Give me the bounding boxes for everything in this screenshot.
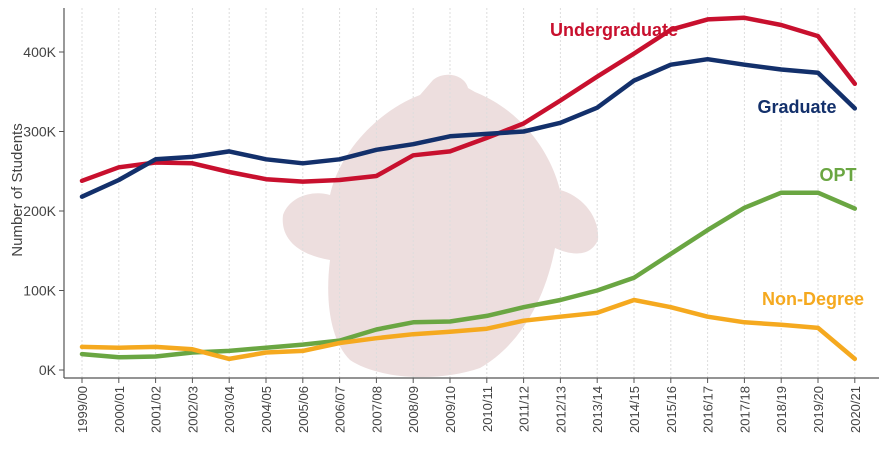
x-tick-label: 2008/09 xyxy=(406,386,421,433)
y-tick-label: 300K xyxy=(23,124,56,140)
series-label-undergraduate: Undergraduate xyxy=(550,20,678,40)
mascot-silhouette xyxy=(282,74,599,378)
series-lines xyxy=(79,15,858,362)
series-label-non-degree: Non-Degree xyxy=(762,289,864,309)
x-tick-label: 2013/14 xyxy=(590,386,605,433)
x-tick-label: 2005/06 xyxy=(296,386,311,433)
x-tick-label: 2017/18 xyxy=(737,386,752,433)
x-tick-label: 2009/10 xyxy=(443,386,458,433)
mascot-watermark xyxy=(282,74,599,378)
axes xyxy=(63,8,879,379)
series-label-opt: OPT xyxy=(819,165,856,185)
x-tick-label: 2015/16 xyxy=(664,386,679,433)
x-tick-label: 2019/20 xyxy=(811,386,826,433)
x-tick-label: 2020/21 xyxy=(848,386,863,433)
x-tick-labels: 1999/00 2000/01 2001/02 2002/03 2003/04 2004/… xyxy=(75,378,863,433)
series-line-graduate xyxy=(79,56,858,199)
x-tick-label: 1999/00 xyxy=(75,386,90,433)
y-tick-label: 400K xyxy=(23,44,56,60)
x-tick-label: 2007/08 xyxy=(369,386,384,433)
series-label-graduate: Graduate xyxy=(757,97,836,117)
series-line-undergraduate xyxy=(79,15,858,184)
x-tick-label: 2010/11 xyxy=(480,386,495,432)
series-line-non-degree xyxy=(79,297,858,362)
x-tick-label: 2000/01 xyxy=(112,386,127,433)
y-tick-label: 200K xyxy=(23,203,56,219)
x-tick-label: 2001/02 xyxy=(149,386,164,433)
x-tick-label: 2014/15 xyxy=(627,386,642,433)
series-line-opt xyxy=(79,190,858,360)
x-tick-label: 2006/07 xyxy=(333,386,348,433)
y-tick-label: 0K xyxy=(39,362,57,378)
x-tick-label: 2002/03 xyxy=(185,386,200,433)
x-tick-label: 2011/12 xyxy=(517,386,532,432)
x-tick-label: 2004/05 xyxy=(259,386,274,433)
series-labels: Undergraduate Graduate OPT Non-Degree xyxy=(550,20,864,309)
y-tick-label: 100K xyxy=(23,283,56,299)
y-axis-title: Number of Students xyxy=(9,123,26,256)
y-tick-labels: 0K 100K 200K 300K 400K xyxy=(23,44,64,378)
x-tick-label: 2018/19 xyxy=(774,386,789,433)
x-tick-label: 2003/04 xyxy=(222,386,237,433)
x-tick-label: 2012/13 xyxy=(553,386,568,433)
x-tick-label: 2016/17 xyxy=(701,386,716,433)
